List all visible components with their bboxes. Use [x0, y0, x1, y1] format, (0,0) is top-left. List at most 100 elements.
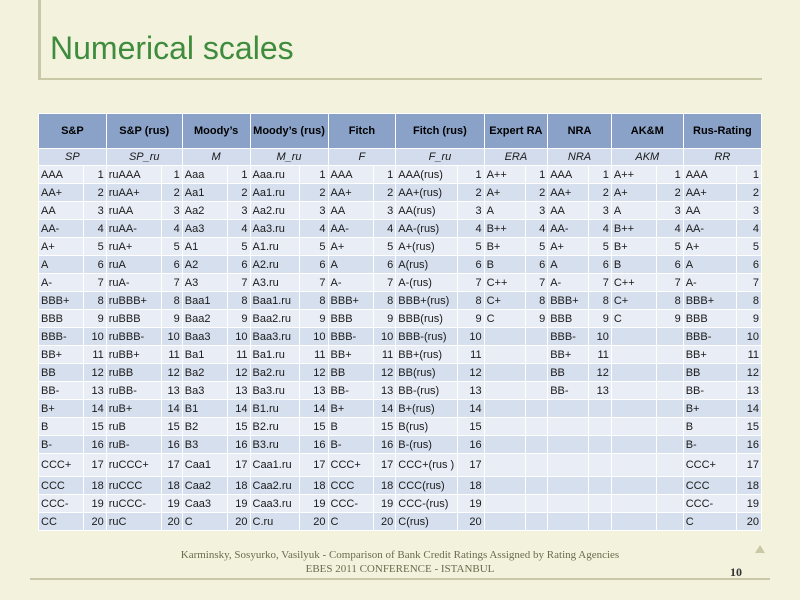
score-cell: 9	[588, 309, 612, 328]
score-cell: 14	[161, 399, 183, 418]
rating-cell	[610, 453, 658, 477]
rating-cell: Baa1.ru	[249, 291, 300, 310]
rating-cell	[547, 435, 590, 454]
score-cell	[524, 399, 549, 418]
rating-cell: Baa1	[181, 291, 228, 310]
corner-triangle-icon	[755, 545, 765, 553]
score-cell: 10	[736, 327, 762, 346]
rating-cell: A-	[327, 273, 374, 292]
score-cell: 9	[226, 309, 251, 328]
rating-cell: Caa3	[181, 494, 228, 513]
score-cell: 16	[456, 435, 485, 454]
score-cell: 16	[372, 435, 397, 454]
score-cell: 19	[298, 494, 329, 513]
rating-cell: AAA	[37, 165, 85, 184]
rating-cell: Ba1	[181, 345, 228, 364]
score-cell: 16	[298, 435, 329, 454]
score-cell	[656, 453, 684, 477]
rating-cell: BBB-	[37, 327, 85, 346]
rating-cell: BBB+	[547, 291, 590, 310]
rating-cell: AA-	[682, 219, 738, 238]
score-cell: 8	[524, 291, 549, 310]
score-cell: 1	[588, 165, 612, 184]
score-cell: 3	[736, 201, 762, 220]
rating-cell: ruBB	[105, 363, 163, 382]
score-cell: 8	[161, 291, 183, 310]
score-cell: 8	[736, 291, 762, 310]
score-cell: 5	[456, 237, 485, 256]
rating-cell: B	[610, 255, 658, 274]
rating-cell: AA-	[547, 219, 590, 238]
rating-cell	[610, 512, 658, 531]
score-cell: 12	[298, 363, 329, 382]
rating-cell: ruBBB-	[105, 327, 163, 346]
rating-cell: CCC+	[327, 453, 374, 477]
score-cell: 18	[226, 476, 251, 495]
rating-cell	[547, 417, 590, 436]
rating-cell	[483, 476, 526, 495]
rating-cell: BB+	[327, 345, 374, 364]
table-row: AA- 4 ruAA- 4 Aa3 4 Aa3.ru 4 AA- 4 AA-(rus) 4 B++ 4 AA…	[37, 219, 762, 238]
table-row: BBB 9 ruBBB 9 Baa2 9 Baa2.ru 9 BBB 9 BBB(rus) 9 C 9 BB…	[37, 309, 762, 328]
score-cell: 11	[161, 345, 183, 364]
rating-cell	[483, 512, 526, 531]
rating-cell: Ba1.ru	[249, 345, 300, 364]
column-header: S&P	[38, 113, 107, 149]
score-cell: 17	[736, 453, 762, 477]
score-cell: 4	[588, 219, 612, 238]
rating-cell	[483, 453, 526, 477]
rating-cell: CC	[37, 512, 85, 531]
score-cell: 12	[588, 363, 612, 382]
rating-cell: ruBBB+	[105, 291, 163, 310]
rating-cell: ruAA	[105, 201, 163, 220]
column-header: Moody’s (rus)	[249, 113, 329, 149]
score-cell	[524, 327, 549, 346]
rating-cell: BBB	[327, 309, 374, 328]
score-cell: 17	[226, 453, 251, 477]
score-cell: 2	[372, 183, 397, 202]
score-cell: 7	[656, 273, 684, 292]
score-cell: 1	[456, 165, 485, 184]
score-cell: 11	[736, 345, 762, 364]
table-row: B+ 14 ruB+ 14 B1 14 B1.ru 14 B+ 14 B+(rus) 14 B+ 14	[37, 399, 762, 418]
rating-cell: BB(rus)	[395, 363, 458, 382]
score-cell: 7	[372, 273, 397, 292]
score-cell: 20	[298, 512, 329, 531]
score-cell: 10	[298, 327, 329, 346]
rating-cell: BBB(rus)	[395, 309, 458, 328]
score-cell: 11	[372, 345, 397, 364]
score-cell: 5	[298, 237, 329, 256]
score-cell: 12	[372, 363, 397, 382]
rating-cell	[483, 363, 526, 382]
rating-cell: BB	[547, 363, 590, 382]
score-cell	[588, 494, 612, 513]
rating-cell: B	[327, 417, 374, 436]
rating-cell: Aaa	[181, 165, 228, 184]
rating-cell: AA-	[327, 219, 374, 238]
rating-cell: Aaa.ru	[249, 165, 300, 184]
table-row: A+ 5 ruA+ 5 A1 5 A1.ru 5 A+ 5 A+(rus) 5 B+ 5 A+ 5 B+ 5 A+ 5	[37, 237, 762, 256]
score-cell: 1	[226, 165, 251, 184]
score-cell: 9	[524, 309, 549, 328]
rating-cell: CCC	[327, 476, 374, 495]
rating-cell: BB	[327, 363, 374, 382]
score-cell: 3	[298, 201, 329, 220]
rating-cell: A+	[610, 183, 658, 202]
rating-cell: C(rus)	[395, 512, 458, 531]
rating-cell: A++	[483, 165, 526, 184]
rating-cell: AA+	[327, 183, 374, 202]
score-cell	[524, 453, 549, 477]
rating-cell: C	[181, 512, 228, 531]
rating-cell: A	[610, 201, 658, 220]
score-cell: 8	[226, 291, 251, 310]
column-code: NRA	[547, 148, 612, 166]
score-cell: 15	[456, 417, 485, 436]
score-cell: 19	[226, 494, 251, 513]
score-cell: 4	[456, 219, 485, 238]
score-cell: 18	[298, 476, 329, 495]
rating-cell: B2.ru	[249, 417, 300, 436]
score-cell: 5	[656, 237, 684, 256]
header-row: S&P S&P (rus) Moody’s Moody’s (rus) Fitch Fit…	[38, 113, 763, 149]
score-cell: 2	[736, 183, 762, 202]
rating-cell: AAA	[682, 165, 738, 184]
